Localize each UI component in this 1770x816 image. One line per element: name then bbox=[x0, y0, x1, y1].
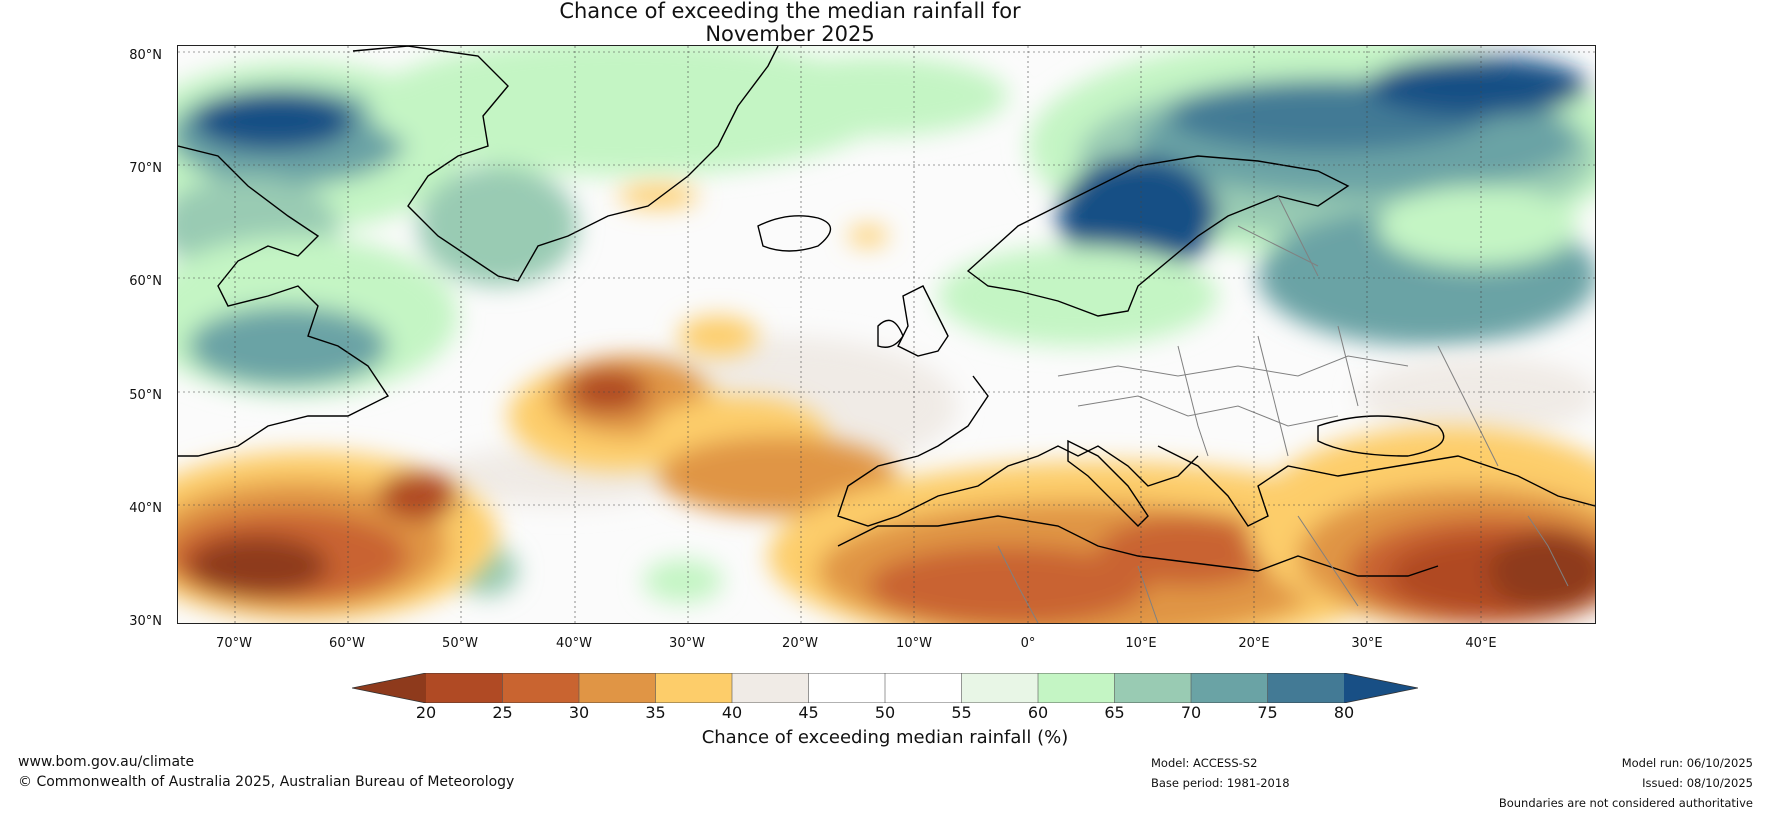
colorbar-segment-25-30 bbox=[502, 673, 580, 703]
lat-label-30n: 30°N bbox=[129, 614, 162, 629]
lat-label-60n: 60°N bbox=[129, 274, 162, 289]
lat-label-70n: 70°N bbox=[129, 161, 162, 176]
colorbar-segment-30-35 bbox=[579, 673, 656, 703]
colorbar-segment-55-60 bbox=[961, 673, 1039, 703]
lat-label-40n: 40°N bbox=[129, 501, 162, 516]
title-line-2: November 2025 bbox=[705, 22, 875, 46]
colorbar-segment-45-50 bbox=[808, 673, 886, 703]
lon-label-50w: 50°W bbox=[442, 636, 478, 651]
footer-disclaimer: Boundaries are not considered authoritat… bbox=[1498, 796, 1753, 810]
lon-label-30e: 30°E bbox=[1351, 636, 1383, 651]
colorbar-segment-60-65 bbox=[1038, 673, 1115, 703]
colorbar-tick-60: 60 bbox=[1027, 703, 1049, 722]
colorbar-segment-70-75 bbox=[1191, 673, 1268, 703]
colorbar-min-extend bbox=[352, 673, 426, 703]
colorbar-label: Chance of exceeding median rainfall (%) bbox=[701, 727, 1069, 748]
colorbar-segment-65-70 bbox=[1114, 673, 1192, 703]
title-line-1: Chance of exceeding the median rainfall … bbox=[559, 0, 1021, 23]
country-borders bbox=[997, 195, 1569, 623]
coastlines bbox=[178, 46, 1595, 577]
colorbar-segment-40-45 bbox=[732, 673, 809, 703]
colorbar-tick-20: 20 bbox=[415, 703, 437, 722]
colorbar-tick-40: 40 bbox=[721, 703, 743, 722]
lat-label-80n: 80°N bbox=[129, 48, 162, 63]
colorbar-segment-20-25 bbox=[426, 673, 503, 703]
lon-label-40e: 40°E bbox=[1465, 636, 1497, 651]
colorbar bbox=[352, 673, 1418, 703]
footer-copyright: © Commonwealth of Australia 2025, Austra… bbox=[18, 774, 515, 790]
rainfall-probability-map bbox=[177, 45, 1596, 624]
lon-label-70w: 70°W bbox=[216, 636, 252, 651]
colorbar-tick-55: 55 bbox=[951, 703, 972, 722]
colorbar-max-extend bbox=[1344, 673, 1418, 703]
footer-issued: Issued: 08/10/2025 bbox=[1642, 776, 1753, 790]
lon-label-10e: 10°E bbox=[1125, 636, 1157, 651]
gridlines bbox=[178, 46, 1595, 623]
footer-base-period: Base period: 1981-2018 bbox=[1151, 776, 1290, 790]
colorbar-tick-65: 65 bbox=[1104, 703, 1125, 722]
colorbar-tick-25: 25 bbox=[492, 703, 513, 722]
lat-label-50n: 50°N bbox=[129, 388, 162, 403]
dry-anomaly-fields bbox=[178, 184, 1595, 623]
lon-label-60w: 60°W bbox=[329, 636, 365, 651]
colorbar-segment-35-40 bbox=[655, 673, 733, 703]
colorbar-tick-35: 35 bbox=[645, 703, 666, 722]
lon-label-40w: 40°W bbox=[556, 636, 592, 651]
lon-label-20e: 20°E bbox=[1238, 636, 1270, 651]
lon-label-30w: 30°W bbox=[669, 636, 705, 651]
colorbar-tick-75: 75 bbox=[1257, 703, 1278, 722]
colorbar-tick-45: 45 bbox=[798, 703, 819, 722]
colorbar-tick-50: 50 bbox=[874, 703, 896, 722]
colorbar-tick-70: 70 bbox=[1180, 703, 1202, 722]
footer-model: Model: ACCESS-S2 bbox=[1151, 756, 1258, 770]
colorbar-segment-75-80 bbox=[1267, 673, 1345, 703]
colorbar-segment-50-55 bbox=[885, 673, 962, 703]
lon-label-0: 0° bbox=[1020, 636, 1036, 651]
lon-label-10w: 10°W bbox=[896, 636, 932, 651]
footer-model-run: Model run: 06/10/2025 bbox=[1621, 756, 1753, 770]
footer-website: www.bom.gov.au/climate bbox=[18, 754, 195, 770]
colorbar-tick-30: 30 bbox=[568, 703, 590, 722]
lon-label-20w: 20°W bbox=[782, 636, 818, 651]
colorbar-tick-80: 80 bbox=[1333, 703, 1355, 722]
chart-title: Chance of exceeding the median rainfall … bbox=[0, 0, 1720, 46]
